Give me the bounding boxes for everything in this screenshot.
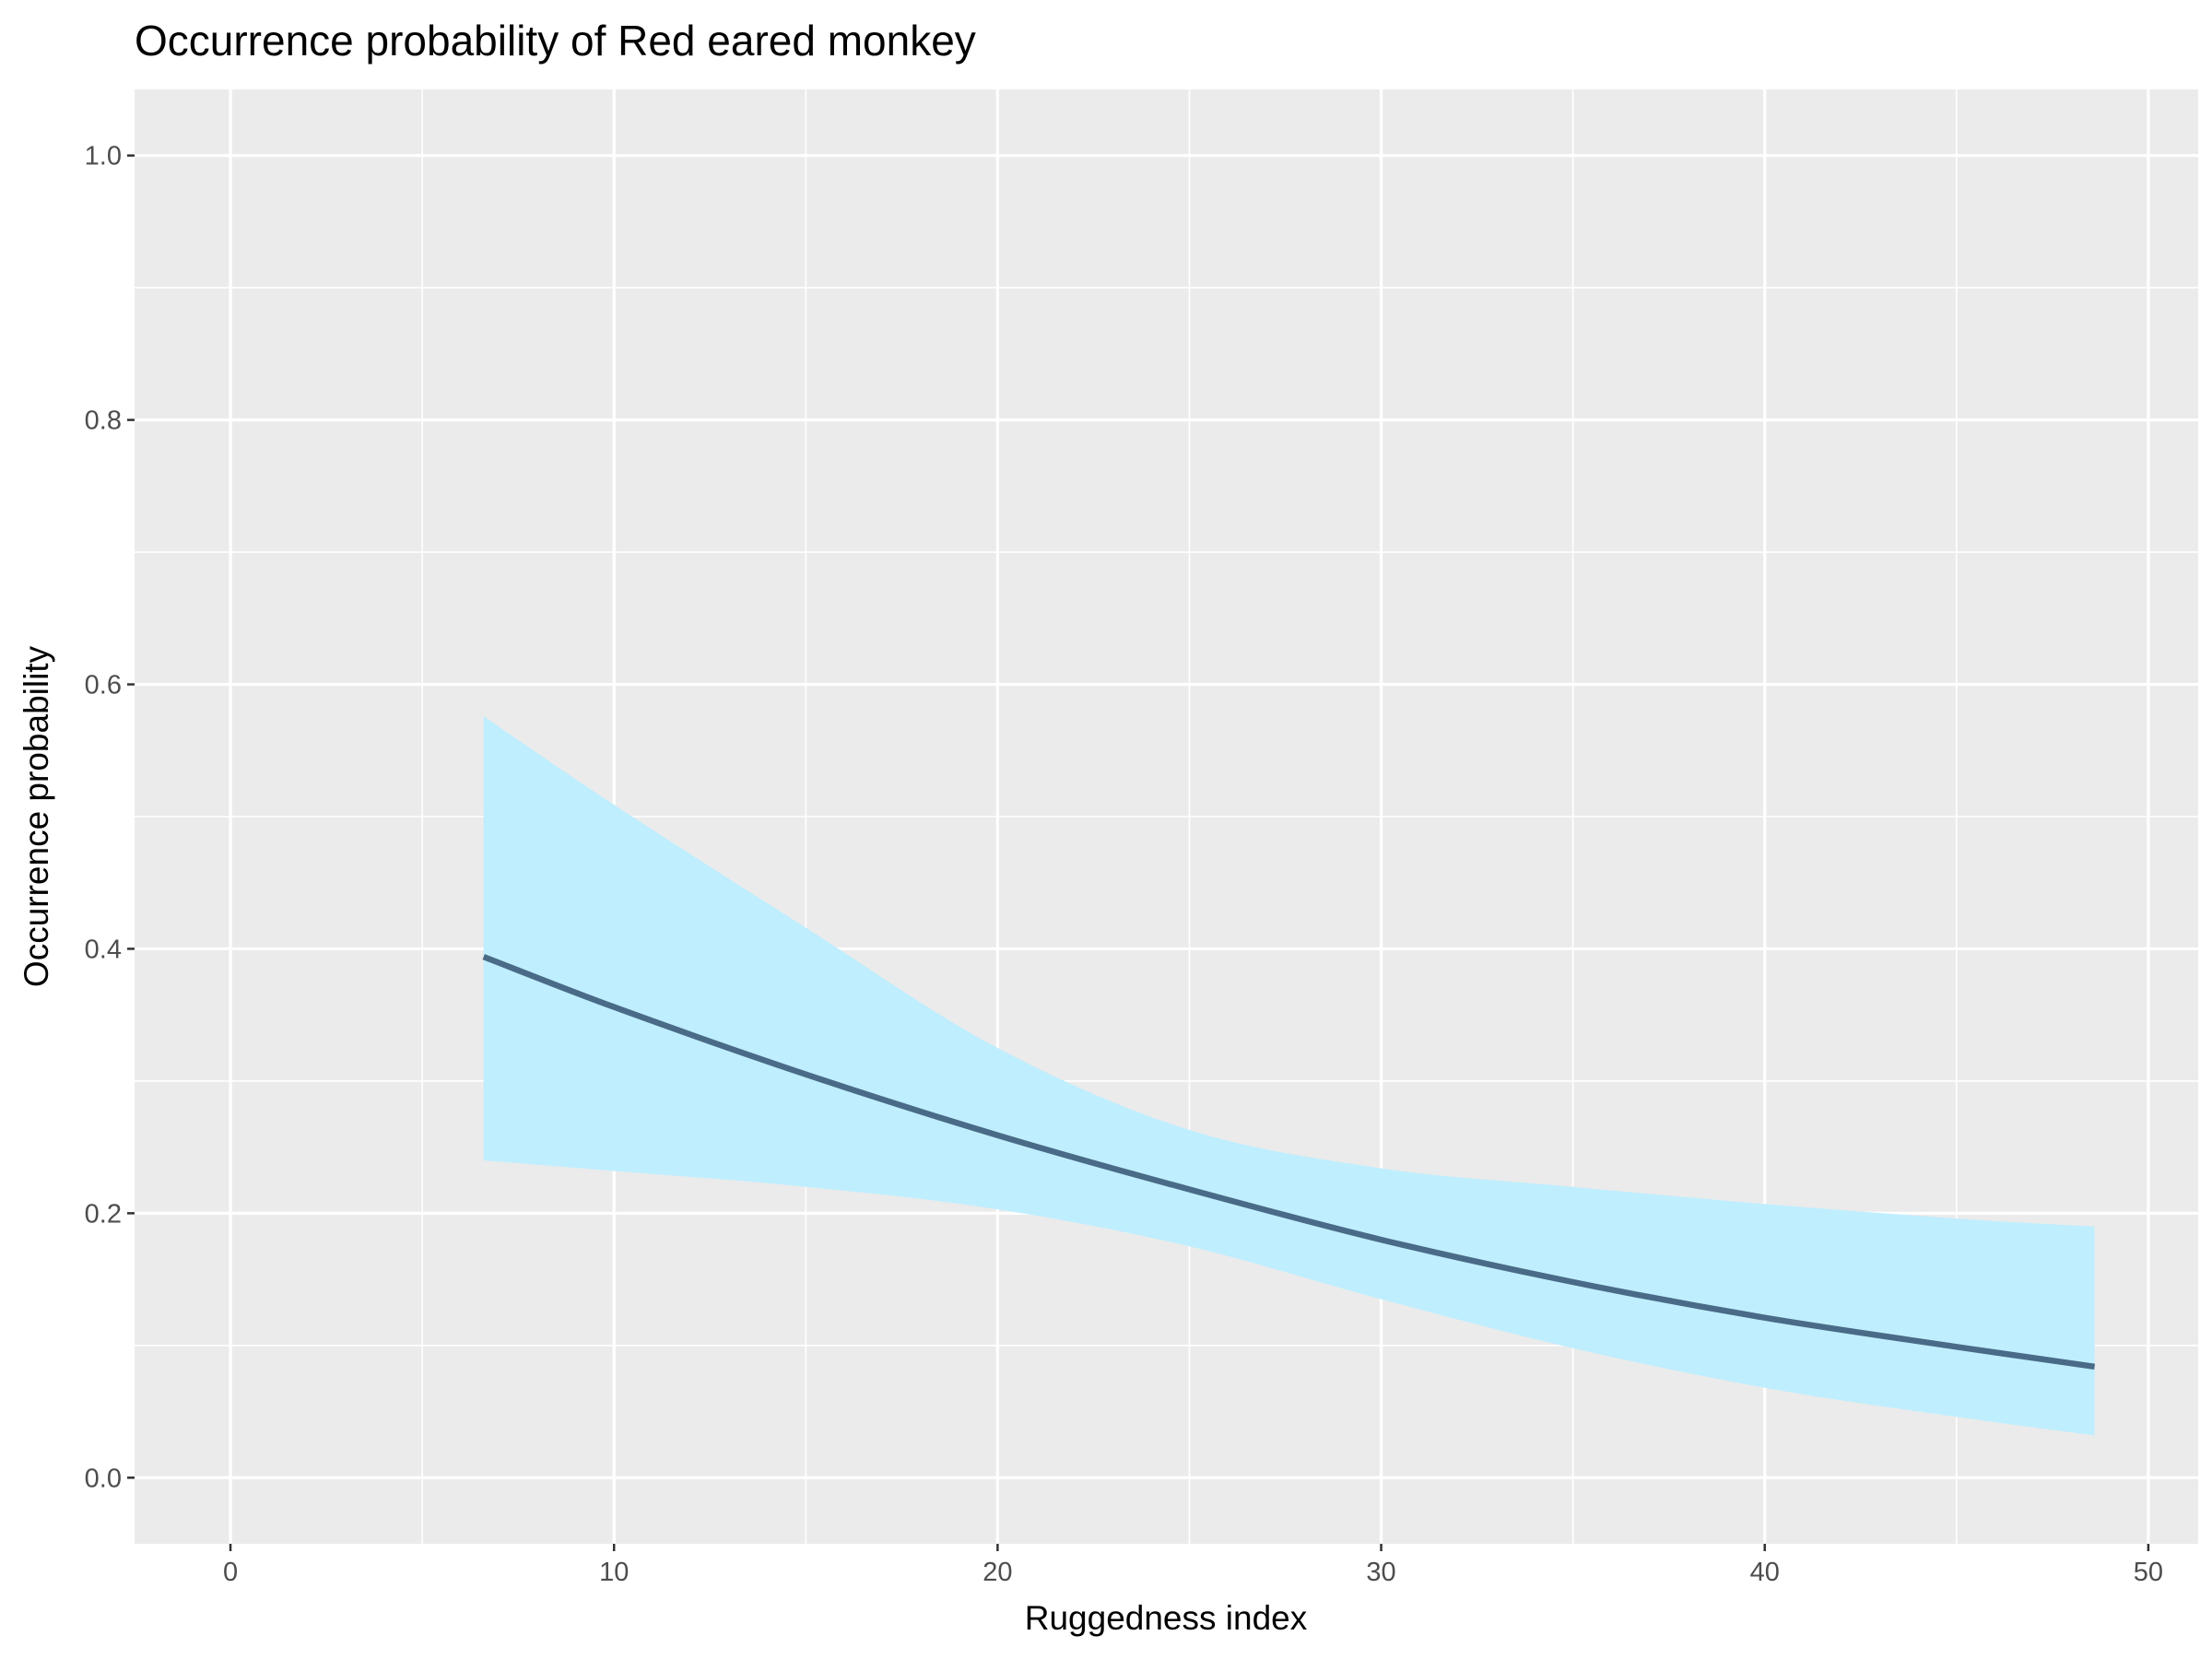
fitted-line — [482, 954, 2096, 1371]
y-tick-label: 0.2 — [85, 1199, 122, 1229]
grid-minor — [135, 89, 2198, 1544]
y-tick-label: 0.0 — [85, 1464, 122, 1493]
x-axis: 0 10 20 30 40 50 — [223, 1544, 2163, 1587]
y-tick-label: 0.6 — [85, 671, 122, 700]
x-tick-label: 0 — [223, 1558, 238, 1587]
y-tick-label: 1.0 — [85, 142, 122, 171]
confidence-ribbons — [483, 716, 2095, 1436]
chart-title: Occurrence probability of Red eared monk… — [135, 17, 976, 65]
y-axis-title: Occurrence probability — [18, 645, 55, 987]
x-tick-label: 40 — [1750, 1558, 1780, 1587]
x-tick-label: 30 — [1366, 1558, 1395, 1587]
x-tick-label: 50 — [2134, 1558, 2163, 1587]
y-tick-label: 0.4 — [85, 935, 122, 964]
x-tick-label: 10 — [599, 1558, 629, 1587]
y-axis: 0.0 0.2 0.4 0.6 0.8 1.0 — [85, 142, 135, 1493]
confidence-ribbon — [483, 716, 2095, 1436]
grid-major — [135, 89, 2198, 1544]
y-tick-label: 0.8 — [85, 406, 122, 436]
x-tick-label: 20 — [982, 1558, 1012, 1587]
fitted-lines — [482, 954, 2096, 1371]
x-axis-title: Ruggedness index — [1025, 1599, 1308, 1637]
